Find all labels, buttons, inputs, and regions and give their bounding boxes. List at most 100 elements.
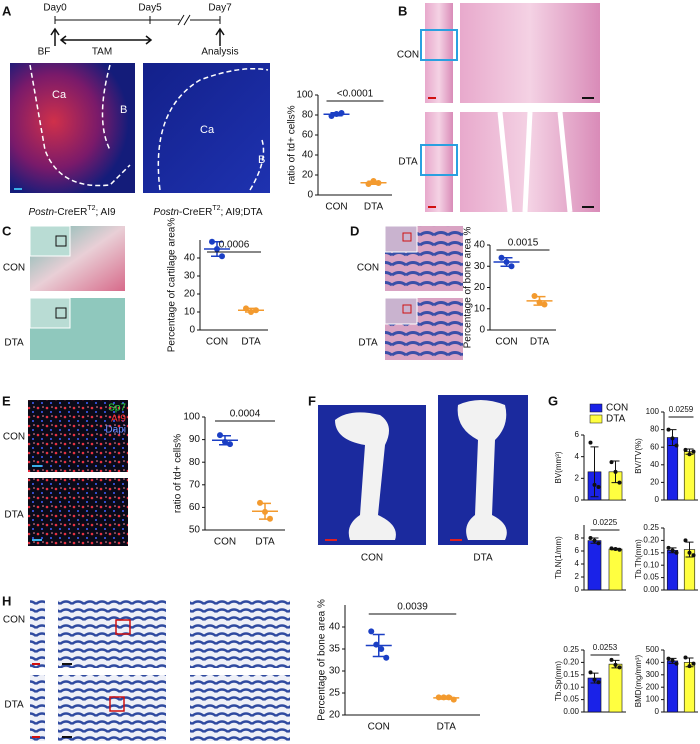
y-axis-label: Tb.Th(mm) [634,539,643,579]
y-axis-label: Tb.Sp(mm) [554,661,563,701]
micrograph [143,63,270,193]
y-tick-label: 0.15 [563,670,579,679]
y-tick-label: 40 [474,240,486,251]
data-point [588,536,593,540]
data-point [666,656,671,661]
y-axis-label: Percentage of bone area % [463,227,474,349]
data-point [666,427,671,432]
micrograph [30,675,45,741]
y-tick-label: 100 [183,412,200,423]
y-tick-label: 25 [329,688,341,699]
row-label: CON [3,263,25,274]
bar [587,540,602,591]
error-bar [211,241,223,257]
event-label: BF [38,47,51,58]
panel-label: A [2,3,12,18]
y-axis-label: ratio of td+ cells% [287,105,298,184]
arrow [50,27,60,46]
data-point [674,443,679,448]
data-point [596,541,601,546]
y-tick-label: 0 [479,325,485,336]
x-tick-label: CON [206,337,228,348]
column-label: CON [361,553,383,564]
y-tick-label: 80 [302,110,314,121]
bar [666,550,679,591]
region-label: Ca [52,89,67,101]
micrograph [28,400,128,472]
data-point [383,654,390,661]
y-tick-label: 400 [646,658,660,667]
stain-label: Sp7 [108,403,126,414]
x-tick-label: CON [368,722,390,733]
y-tick-label: 40 [302,150,314,161]
p-value: 0.0253 [593,643,618,652]
micrograph [28,478,128,546]
bar [683,451,696,501]
y-axis-label: BV/TV(%) [634,438,643,474]
y-tick-label: 60 [302,130,314,141]
y-axis-label: ratio of td+ cells% [173,434,184,513]
data-point [613,469,618,474]
zoom-box [109,696,125,712]
panel-label: B [398,3,407,18]
p-value: 0.0039 [397,602,428,613]
day-label: Day5 [138,3,162,14]
p-value: 0.0006 [219,240,250,251]
y-tick-label: 0 [575,495,580,504]
y-tick-label: 300 [646,670,660,679]
y-tick-label: 4 [575,559,580,568]
y-tick-label: 30 [474,261,486,272]
caption-rest: ; AI9;DTA [221,207,263,218]
inset [384,225,418,253]
data-point [592,677,597,682]
y-tick-label: 50 [189,525,201,536]
stain-label: AI9 [111,414,126,425]
y-tick-label: 4 [575,452,580,461]
y-axis-label: BV(mm³) [554,451,563,483]
data-point [378,646,385,652]
panel-h: CON DTA [3,600,290,741]
caption-rest: ; AI9 [96,207,116,218]
row-label: DTA [398,157,418,168]
scale-bar [428,97,436,208]
micrograph [425,3,453,103]
gene: Postn [153,207,179,218]
error-bar [219,435,231,446]
y-axis-label: Tb.N(1/mm) [554,536,563,579]
data-point [666,545,671,550]
error-bar [500,257,513,267]
y-tick-label: 0 [189,325,195,336]
y-tick-label: 500 [646,645,660,654]
y-tick-label: 2 [575,572,580,581]
data-point [596,485,601,489]
p-value: 0.0225 [593,518,618,527]
region-label: B [120,104,127,116]
superscript: T2 [87,205,95,212]
panel-label: C [2,223,12,238]
data-point [687,664,692,669]
inset [29,297,71,329]
panel-b: CON DTA [397,3,600,213]
bar [608,548,623,591]
data-point [674,550,679,555]
data-point [691,449,696,454]
y-tick-label: 60 [650,442,659,451]
scale-bar [582,97,594,208]
y-tick-label: 20 [184,289,196,300]
data-point [670,548,675,553]
bone-render [335,412,396,540]
y-tick-label: 0.20 [563,658,579,667]
data-point [617,480,622,485]
row-label: CON [3,432,25,443]
y-tick-label: 40 [184,253,196,264]
row-label: CON [357,263,379,274]
data-point [691,661,696,666]
region-label: B [258,154,265,166]
bar [683,662,696,713]
y-tick-label: 90 [189,434,201,445]
y-axis-label: BMD(mg/mm³) [634,654,643,707]
y-tick-label: 80 [650,425,659,434]
error-bar [330,112,343,117]
panel-label: D [350,223,359,238]
data-point [617,665,622,670]
